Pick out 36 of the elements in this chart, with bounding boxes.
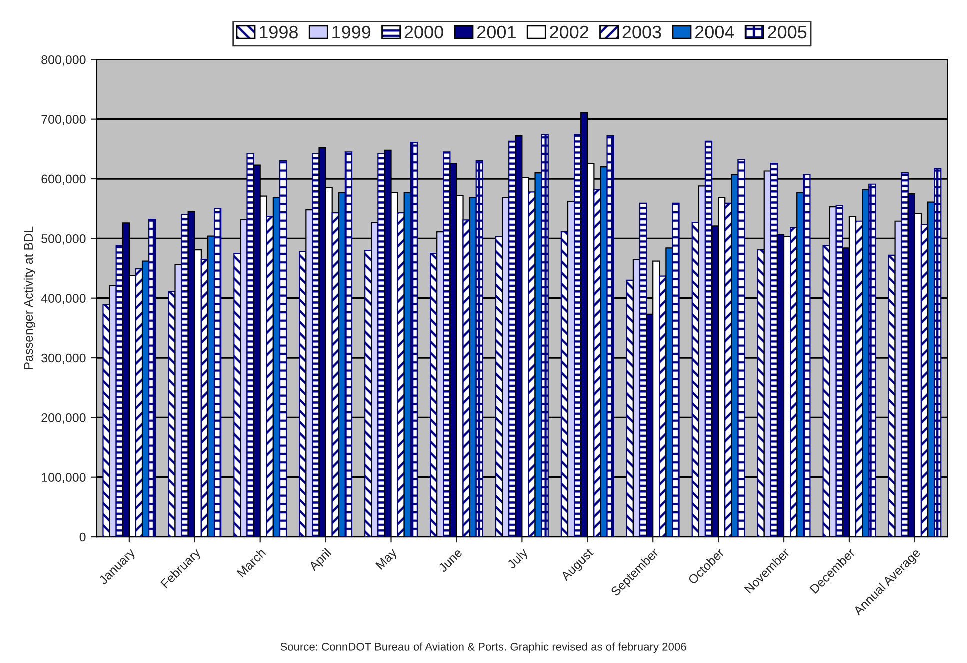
y-tick-label: 600,000 [42,174,86,186]
bar [738,159,746,538]
y-tick-label: 700,000 [42,115,86,126]
y-tick-label: 0 [80,532,86,542]
legend-label: 2002 [550,26,589,39]
x-tick-label: July [506,547,530,572]
bar [803,174,811,538]
bar [606,135,614,538]
y-tick-label: 800,000 [42,55,86,66]
legend-label: 2005 [768,26,807,39]
bar [410,142,418,538]
y-tick-label: 300,000 [42,354,86,364]
y-tick-label: 500,000 [42,234,86,245]
bar [214,208,222,538]
source-note: Source: ConnDOT Bureau of Aviation & Ports. Graphic revised as of february 2006 [280,642,686,654]
y-tick-label: 400,000 [41,294,86,304]
y-tick-label: 200,000 [42,413,86,424]
bar [462,220,470,538]
bar [476,160,484,538]
bar [148,219,156,538]
legend-label: 2003 [622,26,662,39]
x-tick-label: May [376,548,400,572]
bar [344,152,353,538]
bar [868,184,876,538]
bar [934,168,942,538]
legend-label: 2000 [404,26,444,39]
legend-label: 2001 [478,26,516,39]
legend-label: 1998 [260,26,298,39]
bar [672,202,680,538]
bar [822,245,830,538]
bar [279,160,288,538]
y-tick-label: 100,000 [42,473,86,484]
legend-label: 1999 [332,26,371,39]
y-axis-title: Passenger Activity at BDL [24,226,36,370]
legend-label: 2004 [695,26,734,39]
bar [541,134,549,538]
